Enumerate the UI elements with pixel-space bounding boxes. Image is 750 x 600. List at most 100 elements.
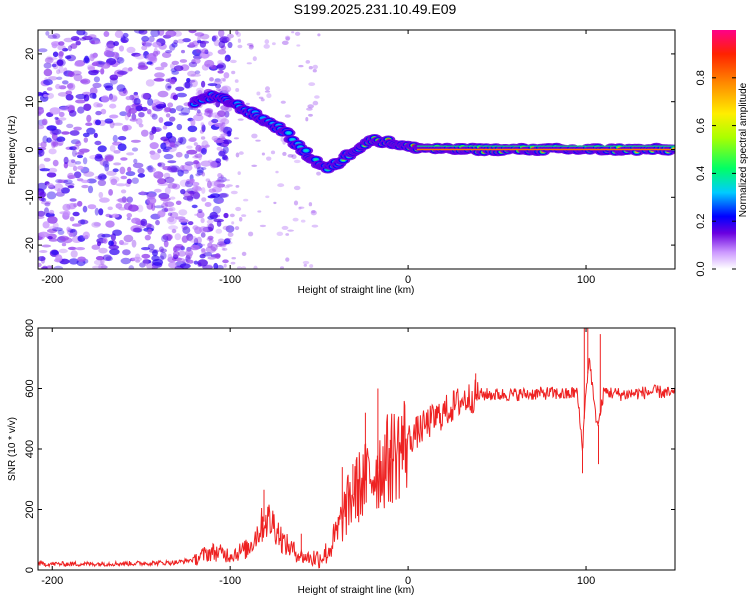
spectrogram-x-ticks: -200 -100 0 100 [41, 30, 595, 286]
noise-blob [194, 70, 201, 75]
noise-blob [138, 112, 145, 118]
noise-blob [226, 33, 234, 39]
noise-blob [206, 219, 214, 224]
x-tick-label: -100 [219, 274, 241, 286]
noise-blob [187, 70, 197, 77]
noise-blob [163, 106, 170, 113]
noise-blob [220, 174, 224, 180]
noise-blob [188, 42, 195, 47]
noise-blob [179, 179, 189, 187]
noise-blob [147, 98, 154, 106]
noise-blob [38, 91, 43, 97]
noise-blob [193, 160, 200, 165]
noise-blob [134, 53, 146, 60]
noise-blob [305, 60, 311, 64]
noise-blob [259, 224, 266, 228]
noise-blob [285, 233, 290, 236]
noise-blob [58, 51, 64, 57]
noise-blob [91, 62, 100, 67]
noise-blob [105, 44, 116, 49]
noise-blob [182, 226, 191, 234]
noise-blob [305, 117, 309, 122]
noise-blob [114, 30, 124, 38]
noise-blob [298, 206, 305, 209]
noise-blob [52, 51, 59, 58]
noise-blob [58, 235, 69, 241]
noise-blob [308, 202, 313, 207]
noise-blob [171, 228, 177, 234]
noise-blob [38, 210, 46, 217]
noise-blob [201, 171, 206, 177]
noise-blob [200, 217, 205, 224]
noise-blob [163, 240, 169, 248]
noise-blob [175, 86, 185, 92]
noise-blob [53, 183, 64, 192]
noise-blob [154, 205, 165, 209]
noise-blob [161, 52, 172, 58]
noise-blob [221, 247, 226, 251]
colorbar-tick-label: 0.6 [695, 118, 707, 133]
noise-blob [116, 84, 126, 92]
noise-blob [100, 258, 105, 266]
noise-blob [57, 138, 64, 146]
noise-blob [51, 141, 56, 149]
noise-blob [215, 243, 223, 247]
noise-blob [150, 152, 161, 160]
noise-blob [270, 150, 276, 155]
noise-blob [223, 212, 229, 219]
noise-blob [255, 139, 261, 142]
noise-blob [43, 157, 51, 162]
noise-blob [47, 34, 57, 39]
noise-blob [284, 35, 291, 41]
noise-blob [226, 37, 231, 42]
noise-blob [182, 169, 189, 174]
snr-y-ticks: 0 200 400 600 800 [24, 319, 675, 573]
noise-blob [46, 191, 57, 200]
noise-blob [87, 185, 94, 194]
noise-blob [241, 214, 247, 217]
noise-blob [119, 166, 126, 175]
noise-blob [67, 175, 76, 179]
noise-blob [196, 236, 202, 244]
noise-blob [95, 110, 102, 116]
noise-blob [102, 254, 112, 261]
noise-blob [220, 77, 226, 82]
noise-blob [200, 248, 206, 253]
noise-blob [161, 235, 169, 243]
noise-blob [131, 52, 141, 57]
noise-blob [293, 200, 299, 206]
noise-blob [90, 40, 95, 45]
noise-blob [66, 159, 77, 167]
noise-blob [92, 82, 102, 89]
noise-blob [212, 35, 219, 40]
noise-blob [77, 106, 85, 114]
noise-blob [61, 242, 67, 247]
noise-blob [121, 125, 129, 132]
noise-blob [51, 41, 61, 47]
noise-blob [160, 252, 167, 260]
noise-blob [151, 113, 158, 120]
noise-blob [196, 87, 204, 94]
noise-blob [122, 32, 129, 38]
noise-blob [200, 136, 206, 140]
noise-blob [264, 39, 270, 45]
noise-blob [145, 79, 155, 87]
noise-blob [135, 253, 141, 260]
noise-blob [80, 78, 91, 85]
noise-blob [208, 188, 217, 193]
noise-blob [43, 68, 53, 77]
noise-blob [69, 130, 80, 136]
colorbar-tick-label: 0.0 [695, 261, 707, 276]
noise-blob [126, 196, 133, 203]
noise-blob [75, 99, 86, 104]
noise-blob [314, 95, 320, 99]
noise-blob [147, 109, 152, 115]
noise-blob [44, 207, 49, 215]
noise-blob [70, 43, 78, 49]
noise-blob [73, 73, 83, 82]
noise-blob [217, 173, 223, 178]
noise-blob [243, 198, 249, 202]
noise-blob [137, 173, 146, 178]
noise-blob [106, 170, 117, 176]
